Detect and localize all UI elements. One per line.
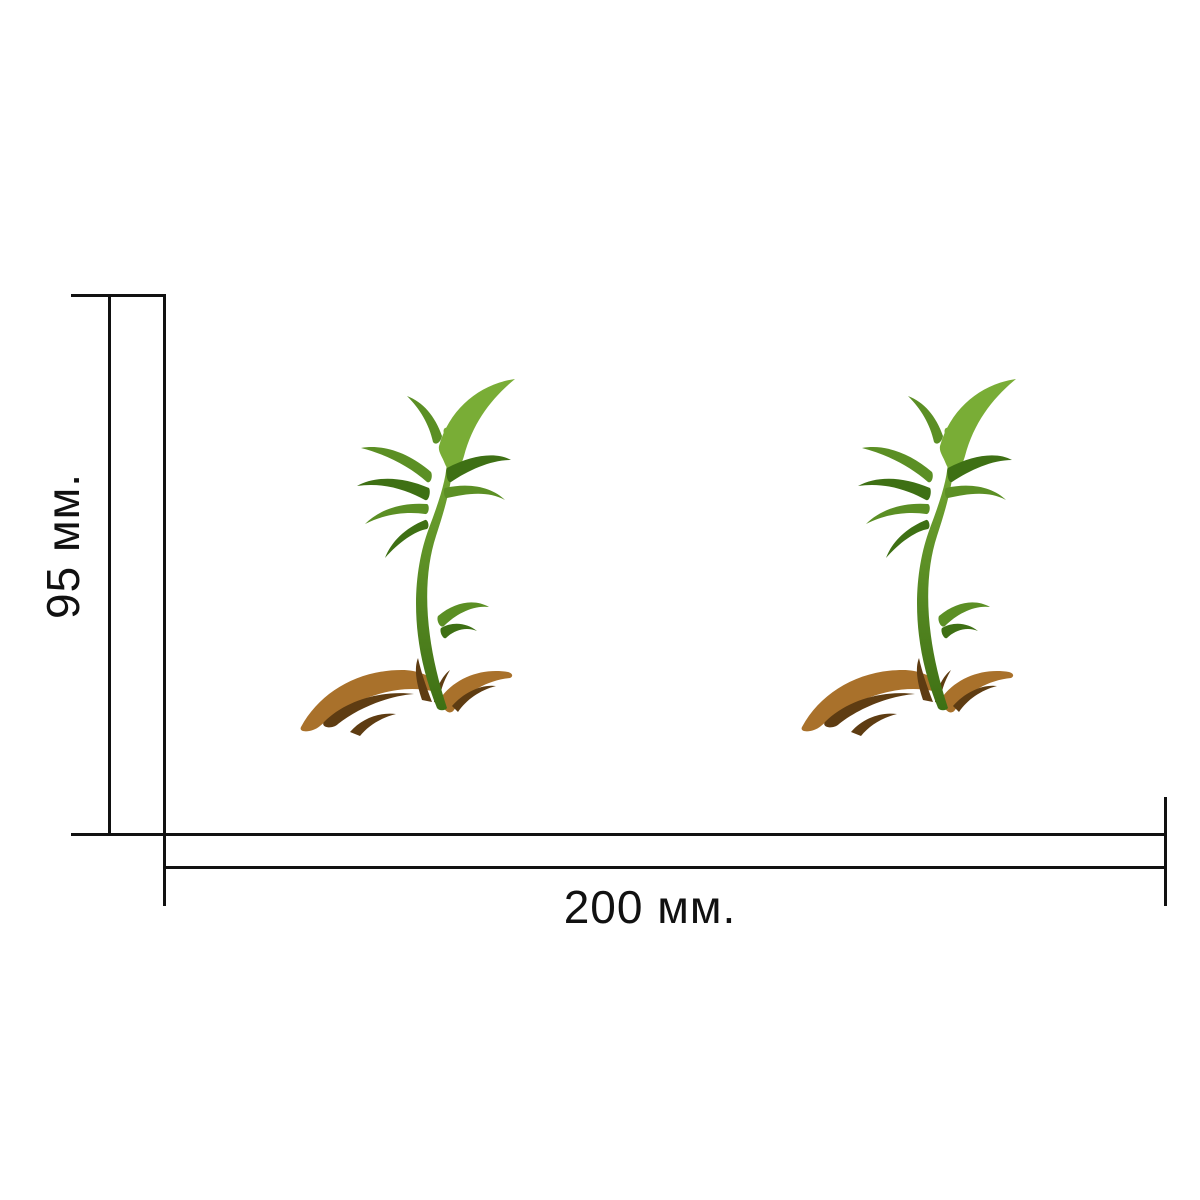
bottom-boundary-line	[163, 833, 1167, 836]
height-top-tick	[71, 294, 165, 297]
height-dimension-label: 95 мм.	[37, 473, 89, 619]
width-dimension-label: 200 мм.	[563, 881, 737, 933]
sprout-plant-icon	[799, 370, 1017, 742]
left-boundary-line	[163, 294, 166, 906]
width-dimension-line	[163, 866, 1167, 869]
right-boundary-line	[1164, 797, 1167, 906]
sprout-plant-icon	[298, 370, 516, 742]
height-bottom-tick	[71, 833, 165, 836]
height-dimension-line	[108, 296, 111, 836]
